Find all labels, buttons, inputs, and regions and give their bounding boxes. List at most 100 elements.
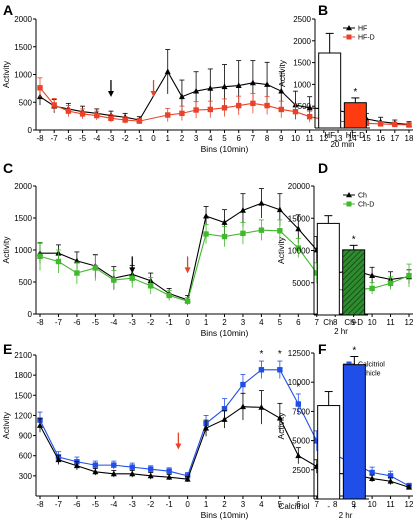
data-point bbox=[387, 473, 394, 479]
data-point bbox=[203, 424, 210, 431]
panel-label: C bbox=[3, 160, 13, 176]
x-tick-label: 7 bbox=[315, 318, 320, 327]
y-tick-label: 1500 bbox=[14, 391, 32, 400]
significance-mark: * bbox=[259, 349, 263, 360]
x-tick-label: 1 bbox=[204, 318, 209, 327]
x-tick-label: -7 bbox=[55, 318, 63, 327]
y-tick-label: 1500 bbox=[293, 59, 311, 68]
data-point bbox=[165, 112, 171, 118]
data-point bbox=[122, 117, 128, 123]
data-point bbox=[148, 283, 154, 289]
data-point bbox=[164, 68, 171, 75]
x-tick-label: 6 bbox=[236, 134, 241, 143]
bar bbox=[316, 222, 340, 316]
x-tick-label: 0 bbox=[185, 500, 190, 509]
data-point bbox=[74, 270, 80, 276]
legend-marker bbox=[346, 361, 352, 367]
x-tick-label: 12 bbox=[405, 318, 414, 327]
x-tick-label: -6 bbox=[65, 134, 73, 143]
data-point bbox=[295, 452, 302, 459]
data-point bbox=[129, 275, 135, 281]
data-point bbox=[239, 207, 246, 213]
y-tick-label: 1000 bbox=[14, 246, 32, 255]
x-axis-label: Bins (10min) bbox=[201, 328, 249, 338]
x-tick-label: 12 bbox=[319, 134, 328, 143]
data-point bbox=[292, 108, 299, 115]
x-tick-label: -4 bbox=[93, 134, 101, 143]
significance-mark: * bbox=[296, 382, 300, 393]
x-tick-label: 3 bbox=[241, 500, 246, 509]
legend-label: HF-D bbox=[358, 35, 375, 42]
x-tick-label: -1 bbox=[136, 134, 144, 143]
data-point bbox=[369, 272, 376, 278]
y-tick-label: 2500 bbox=[293, 15, 311, 24]
x-tick-label: 11 bbox=[305, 134, 314, 143]
legend-marker bbox=[346, 201, 352, 207]
y-tick-label: 2000 bbox=[14, 15, 32, 24]
significance-mark: * bbox=[352, 346, 356, 357]
data-point bbox=[184, 298, 191, 304]
panel-D: D 5000 10000 15000 20000 Ch * Ch-D2 hr Activity bbox=[276, 160, 368, 336]
x-tick-label: -8 bbox=[36, 500, 44, 509]
x-tick-label: 11 bbox=[386, 318, 395, 327]
x-tick-label: -3 bbox=[107, 134, 115, 143]
data-point bbox=[111, 277, 117, 283]
legend-label: Ch bbox=[358, 193, 367, 200]
arrow-head bbox=[129, 267, 136, 274]
data-point bbox=[92, 265, 99, 271]
x-tick-label: -5 bbox=[92, 318, 100, 327]
y-tick-label: 5000 bbox=[292, 279, 310, 288]
x-tick-label: 5 bbox=[278, 500, 283, 509]
data-point bbox=[129, 464, 135, 470]
x-tick-label: 10 bbox=[368, 318, 377, 327]
x-tick-label: 15 bbox=[362, 134, 371, 143]
panel-label: E bbox=[3, 341, 12, 357]
legend-marker bbox=[346, 34, 352, 40]
data-point bbox=[193, 87, 200, 94]
x-tick-label: 4 bbox=[259, 318, 264, 327]
data-point bbox=[79, 111, 86, 117]
data-point bbox=[184, 473, 191, 479]
y-tick-label: 1000 bbox=[293, 80, 311, 89]
category-label: HF-D bbox=[346, 131, 365, 140]
x-tick-label: -2 bbox=[122, 134, 130, 143]
y-tick-label: 2000 bbox=[14, 182, 32, 191]
y-tick-label: 20000 bbox=[288, 182, 311, 191]
data-point bbox=[258, 199, 265, 206]
x-tick-label: 1 bbox=[166, 134, 171, 143]
data-point bbox=[55, 258, 62, 265]
panel-F: F 2500 5000 7500 10000 12500 - * +2 hr Calcitriol… bbox=[276, 341, 369, 520]
data-point bbox=[314, 270, 320, 276]
x-tick-label: 8 bbox=[333, 500, 338, 509]
data-point bbox=[92, 462, 99, 468]
data-point bbox=[37, 85, 43, 91]
x-tick-label: 18 bbox=[405, 134, 414, 143]
y-tick-label: 2000 bbox=[293, 37, 311, 46]
y-tick-label: 0 bbox=[28, 310, 33, 319]
x-axis-label: Calcitriol bbox=[279, 502, 310, 511]
category-label: Ch-D bbox=[344, 318, 363, 327]
data-point bbox=[179, 110, 185, 117]
data-point bbox=[37, 422, 43, 428]
x-tick-label: -4 bbox=[110, 318, 118, 327]
x-tick-label: -8 bbox=[36, 318, 44, 327]
data-point bbox=[276, 206, 283, 213]
y-tick-label: 1000 bbox=[14, 71, 32, 80]
y-axis-label: Activity bbox=[276, 236, 286, 264]
x-tick-label: 0 bbox=[151, 134, 156, 143]
panel-B: B 500 1000 1500 2000 2500 HF * HF-D20 min Activit… bbox=[277, 2, 370, 149]
x-tick-label: 5 bbox=[222, 134, 227, 143]
legend-label: HF bbox=[358, 26, 367, 33]
x-tick-label: 5 bbox=[278, 318, 283, 327]
x-tick-label: 14 bbox=[348, 134, 357, 143]
panel-label: F bbox=[318, 341, 327, 357]
x-tick-label: -2 bbox=[147, 318, 155, 327]
significance-mark: * bbox=[278, 349, 282, 360]
y-tick-label: 300 bbox=[19, 472, 33, 481]
category-label: - bbox=[327, 502, 330, 511]
y-tick-label: 5000 bbox=[292, 437, 310, 446]
x-tick-label: -3 bbox=[129, 318, 137, 327]
significance-mark: * bbox=[352, 234, 356, 245]
x-tick-label: -1 bbox=[166, 500, 174, 509]
